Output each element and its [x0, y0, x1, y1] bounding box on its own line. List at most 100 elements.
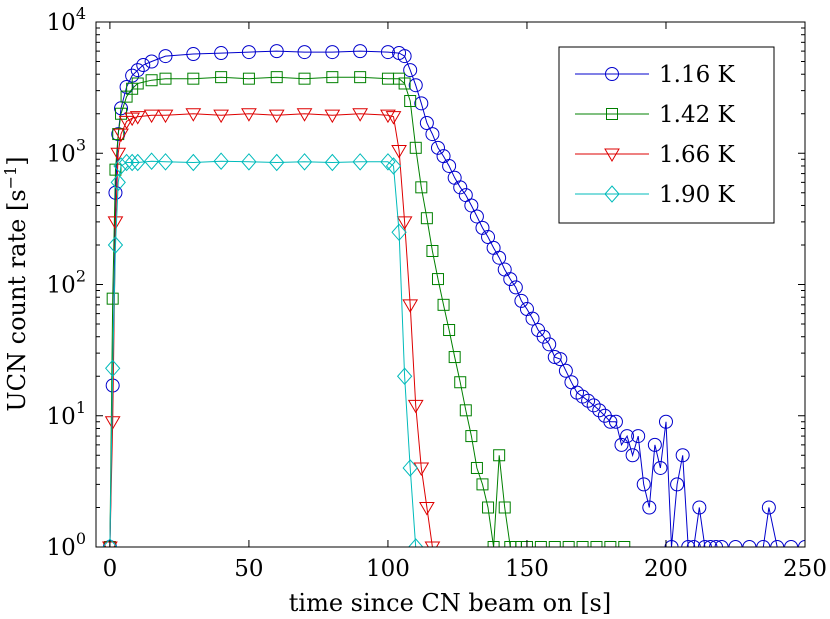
data-point [424, 541, 441, 547]
data-point [269, 153, 285, 172]
data-point [118, 153, 135, 172]
legend-label: 1.16 K [659, 62, 736, 88]
data-point [385, 157, 402, 175]
data-point [414, 96, 429, 111]
data-point [709, 540, 724, 547]
y-tick-label: 102 [47, 267, 86, 299]
y-axis-label-suffix: ] [3, 156, 31, 165]
data-point [131, 77, 144, 90]
data-point [476, 478, 489, 491]
data-point [352, 108, 369, 122]
y-tick-label: 104 [47, 4, 86, 36]
data-point [270, 71, 283, 84]
x-tick-label: 250 [783, 556, 827, 582]
data-point [586, 398, 601, 413]
data-point [784, 540, 799, 547]
series-layer [102, 44, 805, 547]
data-point [418, 501, 435, 516]
data-point [603, 414, 618, 429]
data-point [481, 230, 496, 245]
legend-marker [604, 148, 620, 162]
data-point [514, 293, 529, 308]
data-point [186, 47, 201, 62]
data-point [413, 462, 430, 476]
data-point [145, 74, 158, 87]
data-point [296, 153, 313, 171]
data-point [470, 461, 483, 474]
data-point [681, 540, 696, 547]
data-point [536, 329, 551, 344]
x-tick-label: 100 [366, 556, 410, 582]
data-point [104, 416, 121, 430]
data-point [144, 54, 159, 69]
data-point [420, 212, 433, 225]
data-point [298, 72, 311, 85]
y-axis-label-main: UCN count rate [s [3, 189, 31, 411]
data-point [391, 223, 407, 242]
data-point [431, 273, 444, 286]
legend-item: 1.16 K [575, 62, 736, 88]
data-point [185, 153, 201, 172]
data-point [562, 541, 575, 547]
y-tick-label: 101 [47, 398, 86, 430]
data-point [703, 540, 718, 547]
data-point [404, 95, 417, 108]
legend-marker [604, 185, 620, 203]
data-point [113, 128, 129, 143]
data-point [354, 71, 367, 84]
y-tick-label: 103 [47, 135, 86, 167]
legend-marker [606, 108, 618, 120]
data-point [742, 540, 757, 547]
data-point [636, 477, 651, 492]
data-point [647, 437, 662, 452]
y-tick-label-base: 10 [47, 404, 76, 430]
data-point [498, 501, 511, 514]
data-point [581, 393, 596, 408]
data-point [110, 147, 127, 162]
series-line [109, 160, 417, 547]
data-point [242, 72, 255, 85]
data-point [352, 153, 368, 171]
data-point [213, 152, 229, 170]
series-1-42-K [103, 71, 631, 547]
legend-label: 1.42 K [659, 102, 736, 128]
y-tick-label-base: 10 [47, 535, 76, 561]
series-1-90-K [102, 152, 424, 547]
x-tick-label: 0 [103, 556, 118, 582]
legend-item: 1.42 K [575, 102, 736, 128]
y-tick-label-exponent: 1 [76, 398, 86, 417]
data-point [558, 363, 573, 378]
data-point [493, 449, 506, 462]
x-tick-label: 50 [234, 556, 263, 582]
data-point [419, 116, 434, 131]
data-point [136, 58, 151, 73]
y-axis-label-exponent: −1 [1, 166, 20, 190]
data-point [548, 541, 561, 547]
data-point [214, 46, 229, 61]
data-point [675, 448, 690, 463]
x-tick-labels: 0 50 100 150 200 250 [103, 556, 827, 582]
data-point [448, 351, 461, 364]
data-point [770, 540, 785, 547]
data-point [547, 350, 562, 365]
legend-marker [605, 67, 619, 81]
data-point [129, 111, 146, 125]
data-point [241, 45, 256, 60]
legend-label: 1.66 K [659, 142, 736, 168]
data-point [269, 44, 284, 59]
data-point [397, 49, 412, 64]
x-tick-label: 200 [644, 556, 688, 582]
data-point [443, 324, 456, 337]
series-1-66-K [102, 108, 441, 547]
series-1-16-K [102, 44, 805, 547]
data-point [157, 109, 174, 124]
y-tick-label-exponent: 0 [76, 529, 86, 548]
data-point [409, 141, 422, 154]
y-tick-label-exponent: 2 [76, 267, 86, 286]
data-point [380, 109, 396, 124]
data-point [454, 376, 467, 389]
data-point [157, 153, 174, 171]
series-line [109, 113, 433, 547]
